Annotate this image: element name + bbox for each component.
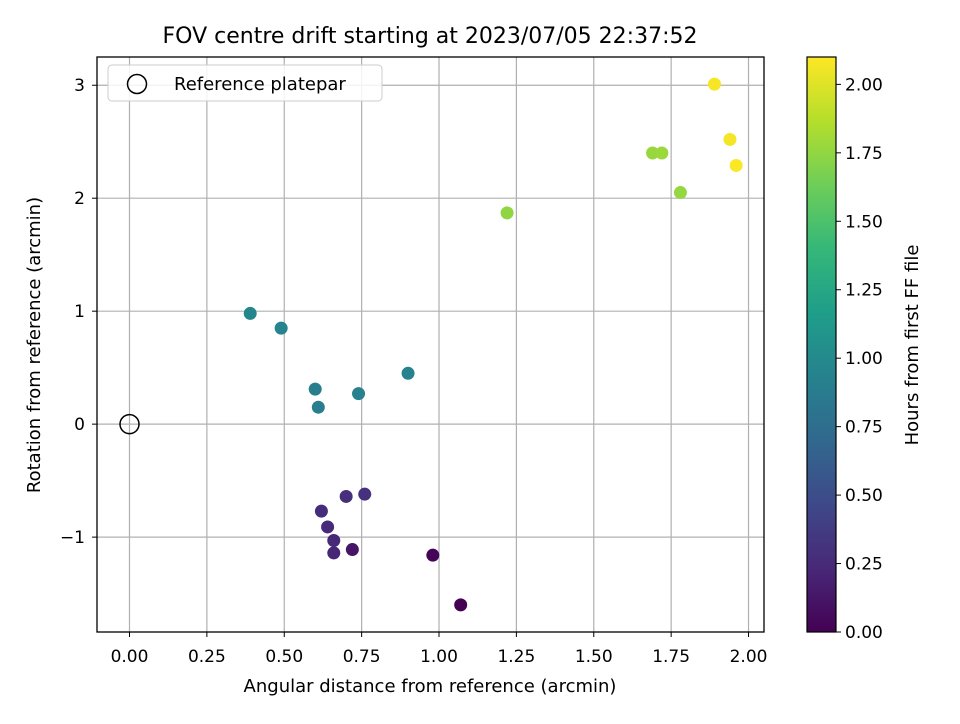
chart-title: FOV centre drift starting at 2023/07/05 …	[163, 24, 698, 49]
data-point	[401, 366, 415, 380]
y-axis-ticks: −1 0 1 2 3	[60, 76, 97, 548]
x-tick-label: 2.00	[730, 647, 768, 667]
data-points	[119, 77, 743, 612]
data-point	[274, 321, 288, 335]
data-point	[321, 520, 335, 534]
colorbar-tick-label: 1.50	[845, 212, 883, 232]
grid-lines	[97, 57, 764, 632]
colorbar-tick-label: 0.50	[845, 486, 883, 506]
colorbar-tick-label: 0.75	[845, 418, 883, 438]
legend-box	[107, 64, 383, 102]
data-point	[311, 400, 325, 414]
data-point	[673, 186, 687, 200]
colorbar-tick-label: 0.00	[845, 623, 883, 643]
data-point	[729, 158, 743, 172]
x-tick-label: 1.00	[420, 647, 458, 667]
x-tick-label: 0.50	[265, 647, 303, 667]
colorbar-tick-label: 0.25	[845, 555, 883, 575]
data-point	[646, 146, 660, 160]
y-tick-label: −1	[60, 528, 85, 548]
data-point	[314, 504, 328, 518]
data-point	[358, 487, 372, 501]
x-axis-ticks: 0.00 0.25 0.50 0.75 1.00 1.25 1.50 1.75 2.00	[111, 632, 768, 667]
legend-reference-marker	[126, 73, 148, 95]
data-point	[243, 306, 257, 320]
colorbar-label: Hours from first FF file	[902, 245, 923, 446]
y-tick-label: 0	[74, 415, 85, 435]
data-point	[707, 77, 721, 91]
x-tick-label: 0.25	[188, 647, 226, 667]
legend: Reference platepar	[107, 64, 383, 102]
colorbar-tick-label: 2.00	[845, 75, 883, 95]
colorbar-tick-label: 1.75	[845, 144, 883, 164]
y-tick-label: 2	[74, 189, 85, 209]
colorbar-tick-label: 1.00	[845, 349, 883, 369]
data-point	[345, 543, 359, 557]
x-axis-label: Angular distance from reference (arcmin)	[244, 676, 617, 697]
legend-entry-reference: Reference platepar	[174, 74, 346, 95]
data-point	[723, 132, 737, 146]
data-point	[454, 598, 468, 612]
data-point	[655, 146, 669, 160]
plot-frame	[96, 56, 765, 633]
colorbar: 0.00 0.25 0.50 0.75 1.00 1.25 1.50 1.75 2.00 Hou…	[806, 56, 923, 643]
y-tick-label: 3	[74, 76, 85, 96]
data-point	[308, 382, 322, 396]
colorbar-tick-label: 1.25	[845, 281, 883, 301]
colorbar-gradient	[807, 57, 836, 632]
x-tick-label: 1.50	[575, 647, 613, 667]
y-tick-label: 1	[74, 302, 85, 322]
data-point	[339, 489, 353, 503]
data-point	[352, 387, 366, 401]
x-tick-label: 0.75	[343, 647, 381, 667]
data-point	[327, 533, 341, 547]
colorbar-ticks: 0.00 0.25 0.50 0.75 1.00 1.25 1.50 1.75 2.00	[836, 75, 883, 643]
data-point	[327, 546, 341, 560]
x-tick-label: 1.25	[497, 647, 535, 667]
reference-point	[119, 413, 140, 435]
x-tick-label: 0.00	[111, 647, 149, 667]
y-axis-label: Rotation from reference (arcmin)	[24, 197, 45, 493]
colorbar-frame	[806, 56, 837, 633]
data-point	[426, 548, 440, 562]
data-point	[500, 206, 514, 220]
x-tick-label: 1.75	[652, 647, 690, 667]
